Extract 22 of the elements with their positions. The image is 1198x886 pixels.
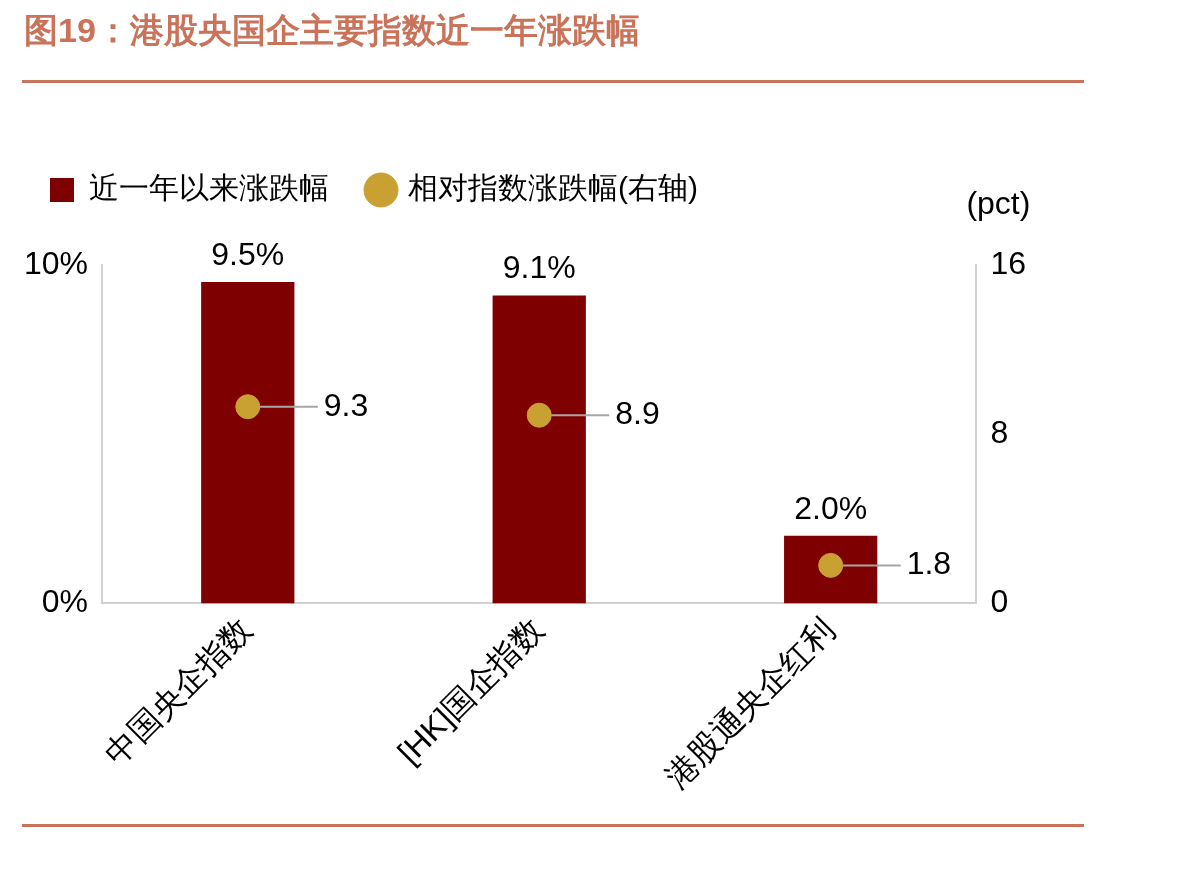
data-label: 9.5% (211, 235, 285, 272)
legend-label: 近一年以来涨跌幅 (89, 171, 329, 205)
data-label: 8.9 (615, 395, 660, 432)
data-label: 9.1% (502, 249, 576, 286)
bar (492, 295, 586, 604)
y-tick-label: 0% (41, 583, 89, 620)
y-tick-label: 10% (24, 244, 89, 281)
data-label: 2.0% (794, 489, 868, 526)
point (235, 394, 261, 420)
y2-axis-title: (pct) (966, 184, 1031, 221)
y2-tick-label: 0 (990, 583, 1009, 620)
chart-title: 图19：港股央国企主要指数近一年涨跌幅 (24, 10, 640, 51)
bar (201, 281, 295, 604)
x-tick-label: 港股通央企红利 (658, 610, 842, 795)
x-tick-label: 中国央企指数 (97, 610, 259, 772)
y2-tick-label: 8 (990, 414, 1009, 451)
data-label: 9.3 (323, 386, 369, 423)
legend-label: 相对指数涨跌幅(右轴) (408, 171, 698, 205)
point (526, 402, 552, 428)
bar (784, 535, 878, 604)
y2-tick-label: 16 (990, 244, 1026, 281)
data-label: 1.8 (906, 545, 952, 582)
